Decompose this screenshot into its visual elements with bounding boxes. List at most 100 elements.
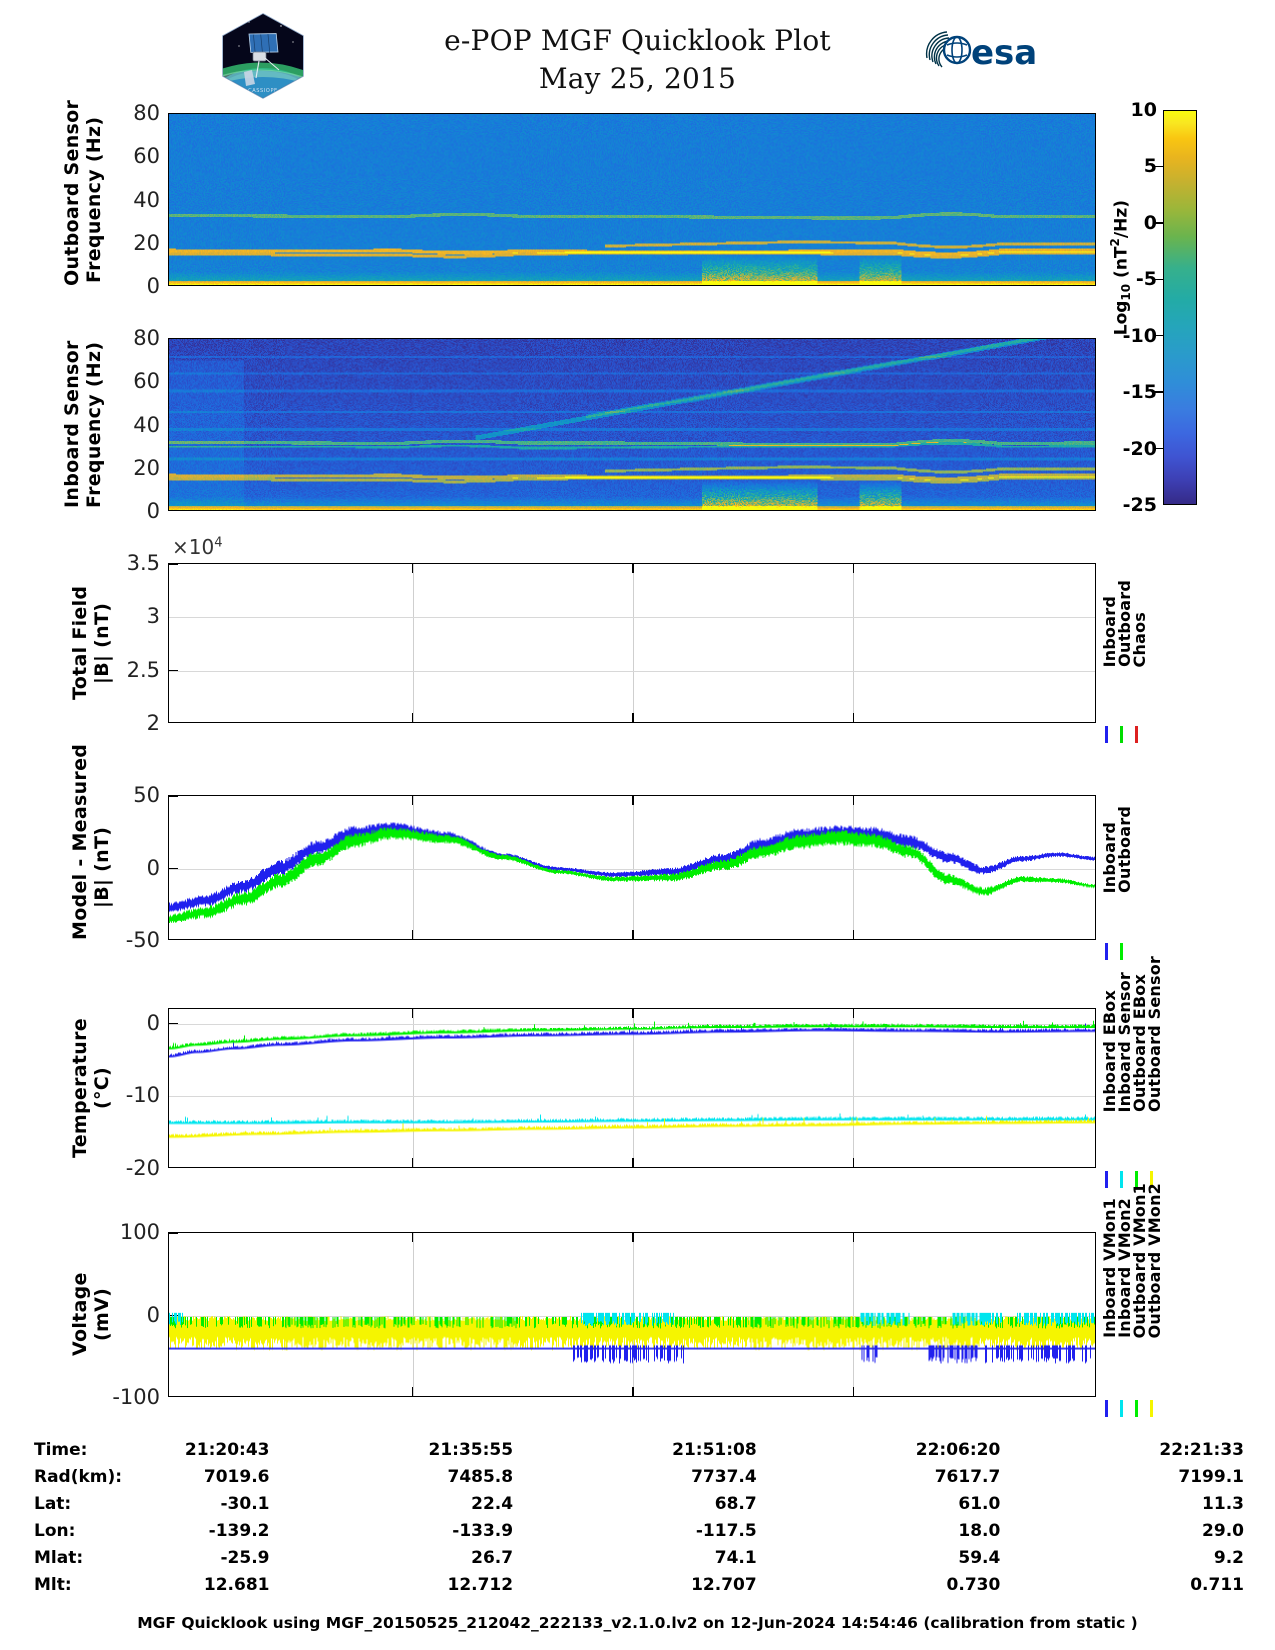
colorbar-tick-label: 5	[1143, 155, 1157, 178]
table-row-label: Lon:	[34, 1520, 76, 1541]
plot-canvas-inboard-spectrogram	[169, 339, 1095, 510]
colorbar-title: Log10 (nT2/Hz)	[1108, 200, 1134, 336]
axis-title-total-field: Total Field |B| (nT)	[69, 585, 113, 701]
table-cell: -25.9	[220, 1547, 270, 1568]
panel-temperature	[168, 1008, 1096, 1168]
colorbar-tick-label: 0	[1143, 211, 1157, 234]
colorbar-tick	[1155, 222, 1163, 224]
page-title: e-POP MGF Quicklook Plot May 25, 2015	[0, 22, 1275, 98]
y-tick-label: -20	[125, 1156, 160, 1180]
table-cell: 7737.4	[691, 1466, 757, 1487]
table-cell: 74.1	[714, 1547, 757, 1568]
y-tick-label: 50	[133, 783, 160, 807]
colorbar-tick-label: -25	[1122, 494, 1157, 516]
colorbar-tick-label: -20	[1122, 437, 1157, 460]
y-tick-label: 20	[133, 455, 160, 480]
table-cell: 7617.7	[934, 1466, 1001, 1487]
y-tick-label: -10	[125, 1083, 160, 1108]
legend-swatch	[1150, 1171, 1153, 1188]
table-cell: -139.2	[208, 1520, 270, 1541]
y-tick-label: 0	[146, 855, 160, 880]
y-tick-label: 0	[146, 499, 160, 523]
y-tick-label: 20	[133, 230, 160, 255]
table-cell: 21:51:08	[672, 1439, 757, 1460]
table-row: Rad(km): 7019.6 7485.8 7737.4 7617.7 7199.1	[34, 1463, 1244, 1490]
legend-swatch	[1105, 943, 1108, 960]
esa-logo: esa	[925, 28, 1043, 74]
legend-swatch	[1105, 1400, 1108, 1417]
table-cell: -117.5	[695, 1520, 757, 1541]
legend-temperature: Inboard EBox Inboard Sensor Outboard EBox O…	[1100, 956, 1180, 1208]
legend-swatch	[1135, 1400, 1138, 1417]
table-cell: 7199.1	[1178, 1466, 1244, 1487]
colorbar-tick-label: -5	[1135, 268, 1157, 291]
y-tick-label: 60	[133, 369, 160, 394]
table-row-label: Rad(km):	[34, 1466, 123, 1487]
y-tick-label: 40	[133, 187, 160, 212]
colorbar: 10 5 0 -5 -10 -15 -20 -25	[1123, 99, 1197, 516]
legend-swatch	[1120, 1171, 1123, 1188]
plot-area-total-field	[168, 563, 1096, 723]
plot-area-model-measured	[168, 795, 1096, 940]
y-tick-label: 3	[146, 604, 160, 629]
legend-swatch	[1105, 726, 1108, 743]
title-line-1: e-POP MGF Quicklook Plot	[444, 24, 831, 57]
table-row-label: Lat:	[34, 1493, 72, 1514]
y-tick-label: 3.5	[126, 551, 160, 575]
legend-label: Outboard Sensor	[1145, 956, 1164, 1112]
ephemeris-table: Time: 21:20:43 21:35:55 21:51:08 22:06:20 22:…	[34, 1436, 1244, 1598]
y-tick-label: -100	[112, 1385, 160, 1409]
panel-voltage	[168, 1232, 1096, 1397]
legend-label: Outboard VMon2	[1145, 1182, 1164, 1338]
table-cell: 12.707	[691, 1574, 757, 1595]
table-cell: 22:06:20	[915, 1439, 1001, 1460]
table-cell: 61.0	[958, 1493, 1001, 1514]
legend-swatch	[1105, 1171, 1108, 1188]
y-tick-label: 2	[146, 711, 160, 735]
y-tick-label: 2.5	[126, 657, 160, 682]
legend-swatch	[1120, 1400, 1123, 1417]
colorbar-tick	[1155, 391, 1163, 393]
legend-label: Chaos	[1130, 611, 1149, 667]
y-tick-label: 80	[133, 101, 160, 125]
table-cell: 21:20:43	[184, 1439, 270, 1460]
table-cell: 9.2	[1213, 1547, 1244, 1568]
legend-swatch	[1150, 1400, 1153, 1417]
y-tick-label: 60	[133, 144, 160, 169]
table-row-label: Mlat:	[34, 1547, 84, 1568]
table-cell: 68.7	[714, 1493, 757, 1514]
plot-area-inboard-spectrogram	[168, 338, 1096, 511]
colorbar-tick	[1155, 278, 1163, 280]
table-cell: -30.1	[220, 1493, 270, 1514]
plot-area-outboard-spectrogram	[168, 113, 1096, 286]
table-cell: 0.711	[1190, 1574, 1244, 1595]
panel-inboard-spectrogram	[168, 338, 1096, 511]
title-line-2: May 25, 2015	[538, 61, 737, 95]
colorbar-tick	[1155, 335, 1163, 337]
y-tick-label: 80	[133, 326, 160, 350]
table-cell: 22:21:33	[1159, 1439, 1244, 1460]
legend-swatch	[1135, 726, 1138, 743]
table-cell: 12.712	[447, 1574, 514, 1595]
table-cell: -133.9	[452, 1520, 514, 1541]
plot-canvas-voltage	[169, 1233, 1095, 1396]
colorbar-tick	[1155, 447, 1163, 450]
table-cell: 22.4	[471, 1493, 514, 1514]
plot-canvas-outboard-spectrogram	[169, 114, 1095, 285]
legend-total-field: Inboard Outboard Chaos	[1100, 563, 1180, 763]
legend-swatch	[1135, 1171, 1138, 1188]
panel-total-field	[168, 563, 1096, 723]
table-cell: 18.0	[958, 1520, 1001, 1541]
colorbar-tick	[1155, 165, 1163, 168]
plot-area-temperature	[168, 1008, 1096, 1168]
table-cell: 12.681	[203, 1574, 270, 1595]
panel-outboard-spectrogram	[168, 113, 1096, 286]
plot-canvas-temperature	[169, 1009, 1095, 1167]
legend-swatch	[1120, 943, 1123, 960]
legend-swatch	[1120, 726, 1123, 743]
esa-wordmark: esa	[971, 33, 1037, 73]
svg-text:CASSIOPE: CASSIOPE	[248, 88, 278, 94]
table-cell: 7019.6	[203, 1466, 270, 1487]
table-cell: 21:35:55	[428, 1439, 514, 1460]
plot-canvas-total-field	[169, 564, 1095, 722]
